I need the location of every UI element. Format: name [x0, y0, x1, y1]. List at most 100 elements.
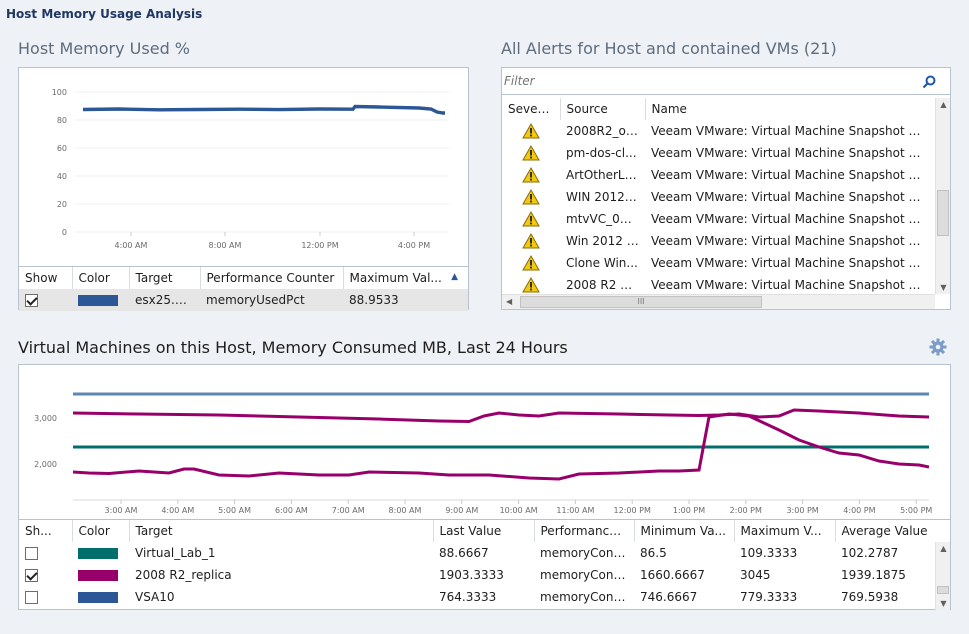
- sort-ascending-icon: ▲: [451, 272, 458, 282]
- table-row[interactable]: WIN 2012 (... Veeam VMware: Virtual Machi…: [502, 186, 935, 208]
- filter-input[interactable]: [504, 71, 914, 91]
- col-maximum-value[interactable]: Maximum V...: [734, 520, 836, 542]
- max-cell: 88.9533: [349, 293, 399, 307]
- table-row[interactable]: mtvVC_08x... Veeam VMware: Virtual Machin…: [502, 208, 935, 230]
- series-color-swatch: [78, 592, 118, 603]
- x-tick-label: 12:00 PM: [301, 241, 338, 250]
- host-memory-chart: 100 80 60 40 20 0 4:00 AM 8:00 AM 12:00 PM 4:00 P…: [52, 88, 449, 250]
- alerts-vertical-scrollbar[interactable]: ▲ ▼: [935, 98, 950, 294]
- col-maximum-value[interactable]: Maximum Val... ▲: [343, 267, 468, 289]
- hscroll-thumb[interactable]: III: [520, 296, 762, 308]
- x-tick-label: 11:00 AM: [556, 506, 594, 515]
- show-checkbox[interactable]: [25, 569, 38, 582]
- max-cell: 3045: [740, 568, 771, 582]
- table-row[interactable]: 2008R2_op... Veeam VMware: Virtual Machin…: [502, 120, 935, 142]
- col-show[interactable]: Sh...: [19, 520, 73, 542]
- source-cell: Clone Win...: [566, 256, 638, 270]
- table-row[interactable]: 2008 R2_replica 1903.3333 memoryCons... 166…: [19, 564, 935, 586]
- y-tick-label: 0: [62, 228, 67, 237]
- vm-legend-vertical-scrollbar[interactable]: ▲ ▼: [935, 542, 950, 610]
- host-legend: Show Color Target Performance Counter Ma…: [19, 266, 468, 311]
- warning-icon: [522, 188, 540, 205]
- min-cell: 86.5: [640, 546, 667, 560]
- avg-cell: 102.2787: [841, 546, 899, 560]
- host-legend-table: Show Color Target Performance Counter Ma…: [19, 267, 468, 311]
- scroll-left-arrow[interactable]: ◀: [506, 297, 513, 306]
- alerts-table: Severity Source Name 2008R2_op... Veeam V…: [502, 98, 935, 294]
- min-cell: 746.6667: [640, 590, 698, 604]
- table-row[interactable]: Win 2012 F... Veeam VMware: Virtual Machi…: [502, 230, 935, 252]
- show-checkbox[interactable]: [25, 547, 38, 560]
- table-row[interactable]: esx25.dev... memoryUsedPct 88.9533: [19, 289, 468, 311]
- vm-legend: Sh... Color Target Last Value Performanc…: [19, 519, 950, 610]
- warning-icon: [522, 210, 540, 227]
- table-row[interactable]: Virtual_Lab_1 88.6667 memoryCons... 86.5 109…: [19, 542, 935, 564]
- col-color[interactable]: Color: [72, 267, 130, 289]
- col-minimum-value[interactable]: Minimum Va...: [634, 520, 735, 542]
- col-average-value[interactable]: Average Value: [841, 524, 928, 538]
- y-tick-label: 80: [57, 116, 67, 125]
- col-performance-counter[interactable]: Performance Counter: [200, 267, 344, 289]
- col-target[interactable]: Target: [129, 267, 201, 289]
- x-tick-label: 8:00 AM: [389, 506, 422, 515]
- last-value-cell: 764.3333: [439, 590, 497, 604]
- counter-cell: memoryUsedPct: [206, 293, 305, 307]
- scroll-down-arrow[interactable]: ▼: [940, 599, 947, 608]
- series-color-swatch: [78, 570, 118, 581]
- alerts-horizontal-scrollbar[interactable]: ◀ III: [502, 294, 935, 309]
- x-tick-label: 4:00 PM: [843, 506, 875, 515]
- x-tick-label: 10:00 AM: [500, 506, 538, 515]
- gear-icon[interactable]: [929, 338, 947, 356]
- name-cell: Veeam VMware: Virtual Machine Snapshot U…: [651, 124, 935, 138]
- x-tick-label: 6:00 AM: [275, 506, 308, 515]
- scroll-thumb[interactable]: [937, 190, 949, 236]
- col-source[interactable]: Source: [560, 98, 646, 120]
- alerts-filter-bar: [502, 68, 950, 95]
- name-cell: Veeam VMware: Virtual Machine Snapshot U…: [651, 256, 935, 270]
- vm-legend-table: Sh... Color Target Last Value Performanc…: [19, 520, 935, 608]
- x-tick-label: 2:00 PM: [730, 506, 762, 515]
- table-row[interactable]: Clone Win... Veeam VMware: Virtual Machin…: [502, 252, 935, 274]
- col-color[interactable]: Color: [72, 520, 130, 542]
- warning-icon: [522, 166, 540, 183]
- table-row[interactable]: VSA10 764.3333 memoryCons... 746.6667 779.33…: [19, 586, 935, 608]
- col-severity[interactable]: Severity: [502, 98, 561, 120]
- table-row[interactable]: pm-dos-cl... Veeam VMware: Virtual Machin…: [502, 142, 935, 164]
- x-tick-label: 7:00 AM: [332, 506, 365, 515]
- name-cell: Veeam VMware: Virtual Machine Snapshot U…: [651, 190, 935, 204]
- x-tick-label: 5:00 PM: [900, 506, 932, 515]
- target-cell: esx25.dev...: [135, 293, 200, 307]
- y-tick-label: 100: [52, 88, 67, 97]
- source-cell: mtvVC_08x...: [566, 212, 645, 226]
- last-value-cell: 88.6667: [439, 546, 489, 560]
- scroll-up-arrow[interactable]: ▲: [940, 100, 947, 109]
- target-cell: 2008 R2_replica: [135, 568, 232, 582]
- table-row[interactable]: ArtOtherLi... Veeam VMware: Virtual Machi…: [502, 164, 935, 186]
- col-name[interactable]: Name: [651, 102, 687, 116]
- x-tick-label: 4:00 PM: [398, 241, 430, 250]
- col-maximum-value-label: Maximum Val...: [349, 271, 442, 285]
- vm-chart-panel: 3,000 2,000 3:00 AM 4:00 AM 5:00 AM 6:00 AM 7:…: [18, 364, 951, 610]
- col-last-value[interactable]: Last Value: [433, 520, 535, 542]
- search-icon[interactable]: [922, 74, 936, 89]
- col-performance-counter[interactable]: Performance...: [534, 520, 635, 542]
- host-memory-chart-title: Host Memory Used %: [18, 39, 191, 58]
- x-tick-label: 1:00 PM: [673, 506, 705, 515]
- source-cell: WIN 2012 (...: [566, 190, 645, 204]
- source-cell: 2008R2_op...: [566, 124, 645, 138]
- show-checkbox[interactable]: [25, 294, 38, 307]
- y-tick-label: 40: [57, 172, 67, 181]
- table-row[interactable]: 2008 R2 W... Veeam VMware: Virtual Machin…: [502, 274, 935, 294]
- scroll-down-arrow[interactable]: ▼: [940, 283, 947, 292]
- scroll-up-arrow[interactable]: ▲: [940, 544, 947, 553]
- name-cell: Veeam VMware: Virtual Machine Snapshot U…: [651, 146, 935, 160]
- max-cell: 109.3333: [740, 546, 798, 560]
- col-target[interactable]: Target: [129, 520, 434, 542]
- show-checkbox[interactable]: [25, 591, 38, 604]
- x-tick-label: 4:00 AM: [115, 241, 148, 250]
- scroll-thumb[interactable]: [937, 586, 949, 594]
- counter-cell: memoryCons...: [540, 590, 632, 604]
- source-cell: ArtOtherLi...: [566, 168, 640, 182]
- min-cell: 1660.6667: [640, 568, 705, 582]
- col-show[interactable]: Show: [19, 267, 73, 289]
